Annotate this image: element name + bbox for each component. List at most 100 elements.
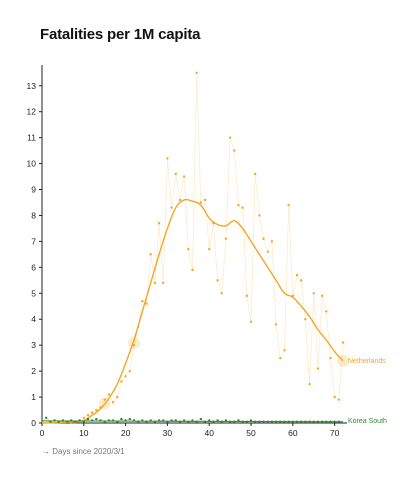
data-point [329, 420, 332, 423]
data-point [295, 273, 299, 277]
y-tick-label: 11 [27, 133, 36, 143]
data-point [120, 417, 123, 421]
data-point [195, 71, 198, 74]
data-point [120, 380, 123, 383]
data-point [216, 279, 219, 282]
data-point [279, 420, 282, 423]
data-point [103, 398, 106, 401]
data-point [174, 172, 177, 176]
data-point [70, 419, 73, 422]
data-point [128, 417, 131, 421]
data-point [78, 419, 81, 422]
x-tick-label: 70 [330, 428, 340, 438]
data-point [90, 419, 94, 422]
data-point [170, 206, 173, 209]
data-point [304, 420, 307, 423]
data-point [170, 419, 173, 422]
x-tick-label: 60 [288, 428, 298, 438]
data-point [116, 420, 119, 423]
data-point [149, 253, 152, 256]
data-point [266, 420, 269, 423]
data-point [153, 281, 157, 285]
data-point [270, 420, 274, 423]
data-point [187, 247, 190, 251]
data-point [304, 318, 307, 321]
data-point [107, 393, 111, 396]
data-point [291, 420, 295, 423]
raw-line-netherlands [62, 72, 344, 424]
series-korea-south: Korea South [41, 416, 387, 425]
data-point [65, 420, 69, 423]
data-point [149, 419, 152, 422]
chart-title: Fatalities per 1M capita [40, 26, 201, 43]
y-tick-label: 12 [27, 107, 37, 117]
data-point [145, 420, 148, 423]
data-point [82, 416, 86, 420]
series-label-korea-south: Korea South [348, 418, 387, 425]
data-point [212, 420, 215, 423]
data-point [203, 420, 207, 423]
y-tick-label: 6 [31, 262, 36, 272]
data-point [128, 369, 131, 373]
data-point [99, 419, 102, 422]
data-point [44, 416, 48, 420]
data-point [237, 419, 240, 422]
data-point [283, 420, 286, 423]
data-point [220, 292, 223, 295]
x-tick-label: 20 [121, 428, 131, 438]
data-point [95, 417, 98, 421]
data-point [262, 420, 265, 423]
data-point [199, 417, 203, 421]
y-tick-label: 1 [31, 392, 36, 402]
data-point [316, 367, 320, 370]
data-point [283, 349, 286, 352]
data-point [203, 198, 207, 202]
data-point [337, 398, 341, 401]
data-point [53, 419, 56, 422]
data-point [279, 356, 282, 360]
data-point [312, 292, 315, 295]
data-point [157, 419, 161, 422]
data-point [287, 203, 290, 207]
data-point [245, 294, 249, 298]
data-point [141, 419, 144, 422]
data-point [258, 214, 261, 217]
data-point [174, 419, 177, 422]
data-point [224, 237, 228, 241]
data-point [145, 302, 148, 305]
data-point [82, 420, 86, 423]
data-point [325, 420, 328, 423]
data-point [316, 420, 320, 423]
data-point [208, 247, 211, 251]
data-point [274, 420, 278, 423]
data-point [270, 240, 274, 243]
data-point [86, 417, 90, 421]
data-point [182, 419, 186, 422]
data-point [57, 420, 60, 423]
data-point [99, 406, 102, 409]
data-point [178, 420, 182, 423]
data-point [162, 419, 165, 422]
x-tick-label: 50 [246, 428, 256, 438]
data-point [182, 175, 186, 178]
data-point [178, 198, 182, 202]
data-point [132, 419, 136, 422]
x-axis-label: → Days since 2020/3/1 [42, 447, 125, 456]
y-tick-label: 5 [31, 288, 36, 298]
data-point [136, 325, 140, 329]
data-point [228, 136, 232, 139]
data-point [249, 320, 253, 324]
series-label-netherlands: Netherlands [348, 358, 386, 365]
data-point [132, 343, 136, 347]
data-point [162, 281, 165, 285]
y-tick-label: 13 [27, 81, 37, 91]
data-point [333, 420, 336, 423]
data-point [95, 408, 98, 412]
y-tick-label: 9 [31, 185, 36, 195]
data-point [124, 375, 127, 378]
data-point [249, 419, 253, 422]
data-point [74, 420, 77, 423]
x-tick-label: 10 [79, 428, 89, 438]
data-point [208, 419, 211, 422]
